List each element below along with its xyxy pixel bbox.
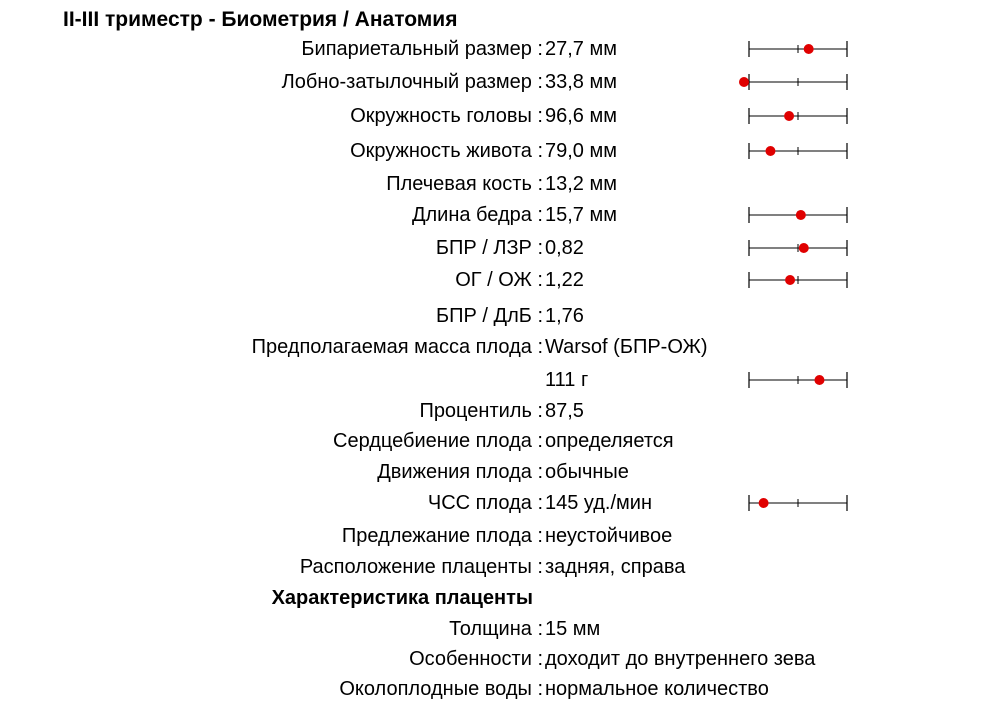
row-label: Плечевая кость : bbox=[386, 173, 543, 195]
gauge-svg bbox=[739, 74, 848, 90]
report-row: ЧСС плода :145 уд./мин bbox=[0, 489, 1000, 517]
row-label: Расположение плаценты : bbox=[299, 556, 543, 578]
gauge-svg bbox=[748, 272, 848, 288]
gauge-svg bbox=[748, 240, 848, 256]
gauge-marker bbox=[765, 146, 776, 156]
gauge-svg bbox=[748, 495, 848, 511]
row-value: 1,22 bbox=[545, 269, 584, 291]
row-value: 1,76 bbox=[545, 305, 584, 327]
row-label: ОГ / ОЖ : bbox=[455, 269, 543, 291]
row-value: 15 мм bbox=[545, 618, 601, 640]
range-gauge bbox=[748, 137, 848, 165]
row-label: Окружность головы : bbox=[350, 105, 543, 127]
row-label: Процентиль : bbox=[419, 400, 543, 422]
report-row: БПР / ЛЗР :0,82 bbox=[0, 234, 1000, 262]
report-row: Процентиль :87,5 bbox=[0, 397, 1000, 425]
row-value: 27,7 мм bbox=[545, 38, 617, 60]
range-gauge bbox=[748, 35, 848, 63]
row-value: 0,82 bbox=[545, 237, 584, 259]
row-label: Окружность живота : bbox=[350, 140, 543, 162]
row-value: 145 уд./мин bbox=[545, 492, 653, 514]
row-value: доходит до внутреннего зева bbox=[545, 648, 816, 670]
row-label: Лобно-затылочный размер : bbox=[281, 71, 543, 93]
row-value: 33,8 мм bbox=[545, 71, 617, 93]
gauge-marker bbox=[758, 498, 769, 508]
row-value: 13,2 мм bbox=[545, 173, 617, 195]
report-row: Длина бедра :15,7 мм bbox=[0, 201, 1000, 229]
row-label: Толщина : bbox=[449, 618, 543, 640]
report-row: Околоплодные воды : нормальное количество bbox=[0, 675, 1000, 703]
row-value: Warsof (БПР-ОЖ) bbox=[545, 336, 708, 358]
report-row: Лобно-затылочный размер :33,8 мм bbox=[0, 68, 1000, 96]
row-label: ЧСС плода : bbox=[427, 492, 543, 514]
section-heading: Характеристика плаценты bbox=[271, 587, 533, 609]
gauge-svg bbox=[748, 108, 848, 124]
gauge-svg bbox=[748, 372, 848, 388]
range-gauge bbox=[748, 366, 848, 394]
report-row: Окружность живота :79,0 мм bbox=[0, 137, 1000, 165]
range-gauge bbox=[748, 489, 848, 517]
row-label: Бипариетальный размер : bbox=[301, 38, 543, 60]
row-label: Особенности : bbox=[409, 648, 543, 670]
row-value: 15,7 мм bbox=[545, 204, 617, 226]
gauge-marker bbox=[795, 210, 806, 220]
row-label: Предполагаемая масса плода : bbox=[251, 336, 543, 358]
report-row: Бипариетальный размер :27,7 мм bbox=[0, 35, 1000, 63]
row-label: БПР / ДлБ : bbox=[436, 305, 543, 327]
report-row: БПР / ДлБ :1,76 bbox=[0, 302, 1000, 330]
row-value: задняя, справа bbox=[545, 556, 686, 578]
report-row: Предлежание плода : неустойчивое bbox=[0, 522, 1000, 550]
row-value: обычные bbox=[545, 461, 629, 483]
row-label: Движения плода : bbox=[377, 461, 543, 483]
gauge-svg bbox=[748, 41, 848, 57]
report-row: Расположение плаценты : задняя, справа bbox=[0, 553, 1000, 581]
gauge-marker bbox=[739, 77, 749, 87]
gauge-marker bbox=[784, 111, 795, 121]
row-value: 87,5 bbox=[545, 400, 584, 422]
gauge-marker bbox=[785, 275, 796, 285]
report-row: Характеристика плаценты bbox=[0, 584, 1000, 612]
row-value: нормальное количество bbox=[545, 678, 769, 700]
row-label: БПР / ЛЗР : bbox=[435, 237, 543, 259]
report-row: Плечевая кость : 13,2 мм bbox=[0, 170, 1000, 198]
row-value: 111 г bbox=[545, 369, 589, 391]
range-gauge bbox=[748, 266, 848, 294]
report-row: Особенности : доходит до внутреннего зева bbox=[0, 645, 1000, 673]
gauge-marker bbox=[798, 243, 809, 253]
report-title: II-III триместр - Биометрия / Анатомия bbox=[63, 8, 458, 31]
report-row: Окружность головы :96,6 мм bbox=[0, 102, 1000, 130]
report-row: Сердцебиение плода : определяется bbox=[0, 427, 1000, 455]
row-value: неустойчивое bbox=[545, 525, 673, 547]
range-gauge bbox=[748, 102, 848, 130]
report-row: Движения плода : обычные bbox=[0, 458, 1000, 486]
range-gauge bbox=[748, 201, 848, 229]
gauge-marker bbox=[814, 375, 825, 385]
row-value: 79,0 мм bbox=[545, 140, 617, 162]
gauge-svg bbox=[748, 207, 848, 223]
row-label: Предлежание плода : bbox=[341, 525, 543, 547]
row-value: определяется bbox=[545, 430, 674, 452]
row-label: Сердцебиение плода : bbox=[333, 430, 543, 452]
row-label: Околоплодные воды : bbox=[339, 678, 543, 700]
report-row: Предполагаемая масса плода : Warsof (БПР-… bbox=[0, 333, 1000, 361]
report-row: 111 г bbox=[0, 366, 1000, 394]
gauge-marker bbox=[803, 44, 814, 54]
row-value: 96,6 мм bbox=[545, 105, 617, 127]
row-label: Длина бедра : bbox=[411, 204, 543, 226]
gauge-svg bbox=[748, 143, 848, 159]
range-gauge bbox=[739, 68, 848, 96]
report-row: Толщина : 15 мм bbox=[0, 615, 1000, 643]
report-row: ОГ / ОЖ :1,22 bbox=[0, 266, 1000, 294]
range-gauge bbox=[748, 234, 848, 262]
